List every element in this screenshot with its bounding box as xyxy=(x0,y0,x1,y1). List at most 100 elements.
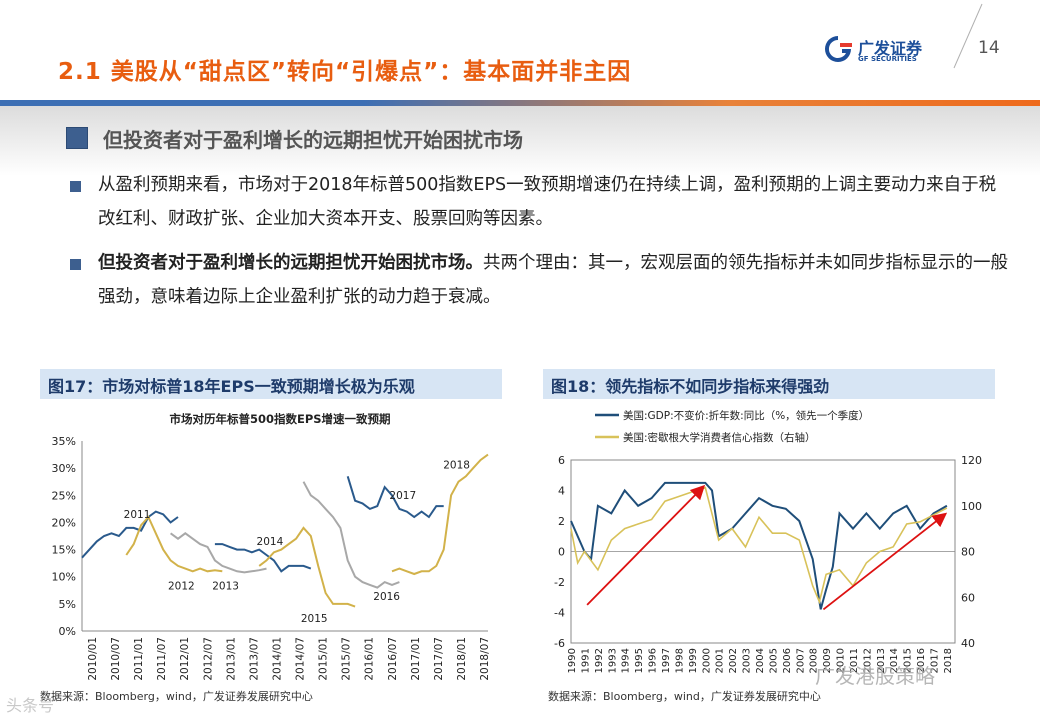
series-label: 2014 xyxy=(257,536,284,548)
x-tick-label: 1997 xyxy=(661,648,672,673)
left-y-tick-label: 6 xyxy=(558,454,565,467)
x-tick-label: 1998 xyxy=(674,648,685,673)
x-tick-label: 2011/01 xyxy=(133,637,145,681)
chart-17-series-labels: 2011 2012 2013 2014 2015 2016 2017 2018 xyxy=(124,460,470,625)
chart-17-series xyxy=(81,453,489,608)
x-tick-label: 2017/07 xyxy=(433,637,445,681)
section-shadow xyxy=(0,106,1040,176)
x-tick-label: 2012/01 xyxy=(179,637,191,681)
chart-17-axes: 0%5%10%15%20%25%30%35%2010/01 2010/07 2011… xyxy=(52,435,491,681)
chart-17: 市场对历年标普500指数EPS增速一致预期 0% 5% 10% 15% 20% 25% 30… xyxy=(52,412,491,681)
x-tick-label: 2005 xyxy=(768,648,779,673)
x-tick-label: 1991 xyxy=(580,648,591,673)
legend-label: 美国:GDP:不变价:折年数:同比（%，领先一个季度） xyxy=(623,409,869,422)
x-tick-label: 2016/07 xyxy=(387,637,399,681)
series-label: 2011 xyxy=(124,509,151,521)
bullet-paragraph-2: 但投资者对于盈利增长的远期担忧开始困扰市场。共两个理由：其一，宏观层面的领先指标… xyxy=(98,246,1008,314)
series-line-2012 xyxy=(125,515,223,573)
series-line-2014 xyxy=(214,543,312,573)
chart-18-legend: 美国:GDP:不变价:折年数:同比（%，领先一个季度） 美国:密歇根大学消费者信心… xyxy=(595,409,869,444)
right-y-tick-label: 60 xyxy=(961,591,975,604)
series-label: 2017 xyxy=(389,490,416,502)
figure-18-header: 图18：领先指标不如同步指标来得强劲 xyxy=(543,369,995,399)
x-tick-label: 2014/07 xyxy=(295,637,307,681)
x-tick-label: 2015/07 xyxy=(341,637,353,681)
series-label: 2015 xyxy=(301,613,328,625)
series-label: 2016 xyxy=(373,591,400,603)
x-tick-label: 2015/01 xyxy=(318,637,330,681)
section-heading: 但投资者对于盈利增长的远期担忧开始困扰市场 xyxy=(103,128,523,152)
x-tick-label: 1992 xyxy=(594,648,605,673)
header-color-bar xyxy=(0,100,1040,106)
watermark-right: 广发港股策略 xyxy=(815,664,935,688)
x-tick-label: 2001 xyxy=(715,648,726,673)
series-line-2018 xyxy=(391,453,489,576)
left-y-tick-label: 4 xyxy=(558,485,565,498)
series-line-2015 xyxy=(258,526,356,608)
gf-logo-icon xyxy=(825,36,852,62)
y-tick-label: 35% xyxy=(52,435,76,448)
x-tick-label: 2013/01 xyxy=(225,637,237,681)
y-tick-label: 30% xyxy=(52,462,76,475)
trend-arrow-icon xyxy=(586,484,706,606)
bullet-2-text: 共两个理由：其一，宏观层面的领先指标并未如同步指标显示的一般强劲，意味着边际上企… xyxy=(98,253,1008,307)
logo-text-en: GF SECURITIES xyxy=(858,55,917,63)
y-tick-label: 10% xyxy=(52,571,76,584)
right-y-tick-label: 40 xyxy=(961,637,975,650)
x-tick-label: 2016 xyxy=(916,648,927,673)
bullet-paragraph-1: 从盈利预期来看，市场对于2018年标普500指数EPS一致预期增速仍在持续上调，… xyxy=(98,168,1008,236)
trend-arrow-icon xyxy=(822,512,948,611)
chart-18-series xyxy=(570,481,948,610)
x-tick-label: 2002 xyxy=(728,648,739,673)
divider-slash-icon xyxy=(953,3,983,69)
x-tick-label: 2018/07 xyxy=(479,637,491,681)
x-tick-label: 2011 xyxy=(849,648,860,673)
x-tick-label: 2000 xyxy=(701,648,712,673)
figure-17-source: 数据来源：Bloomberg，wind，广发证券发展研究中心 xyxy=(40,690,313,703)
x-tick-label: 1996 xyxy=(648,648,659,673)
y-tick-label: 15% xyxy=(52,544,76,557)
y-tick-label: 20% xyxy=(52,516,76,529)
y-tick-label: 0% xyxy=(59,625,76,638)
series-line-2011 xyxy=(81,510,179,559)
x-tick-label: 2014 xyxy=(889,648,900,673)
chart-17-title: 市场对历年标普500指数EPS增速一致预期 xyxy=(169,412,390,426)
x-tick-label: 1993 xyxy=(607,648,618,673)
x-tick-label: 2007 xyxy=(795,648,806,673)
page-title: 2.1 美股从“甜点区”转向“引爆点”：基本面并非主因 xyxy=(58,59,632,85)
bullet-1-text: 从盈利预期来看，市场对于2018年标普500指数EPS一致预期增速仍在持续上调，… xyxy=(98,175,997,229)
x-tick-label: 2017/01 xyxy=(410,637,422,681)
x-tick-label: 2016/01 xyxy=(364,637,376,681)
x-tick-label: 2018/01 xyxy=(456,637,468,681)
watermark-left: 头条号 xyxy=(6,696,55,715)
section-square-icon xyxy=(66,127,88,149)
figure-18-source: 数据来源：Bloomberg，wind，广发证券发展研究中心 xyxy=(548,690,821,703)
series-line-2017 xyxy=(346,476,444,519)
x-tick-label: 2003 xyxy=(742,648,753,673)
x-tick-label: 2010/07 xyxy=(110,637,122,681)
x-tick-label: 2004 xyxy=(755,648,766,673)
page-number: 14 xyxy=(978,38,1000,58)
x-tick-label: 2012/07 xyxy=(202,637,214,681)
legend-label: 美国:密歇根大学消费者信心指数（右轴） xyxy=(623,431,816,444)
x-tick-label: 2018 xyxy=(943,648,954,673)
right-y-tick-label: 80 xyxy=(961,546,975,559)
x-tick-label: 2011/07 xyxy=(156,637,168,681)
series-line-sentiment xyxy=(570,486,948,605)
x-tick-label: 2010/01 xyxy=(87,637,99,681)
y-tick-label: 25% xyxy=(52,489,76,502)
x-tick-label: 2014/01 xyxy=(271,637,283,681)
x-tick-label: 2017 xyxy=(930,648,941,673)
x-tick-label: 1990 xyxy=(567,648,578,673)
right-y-tick-label: 100 xyxy=(961,500,982,513)
x-tick-label: 2012 xyxy=(862,648,873,673)
chart-18: 美国:GDP:不变价:折年数:同比（%，领先一个季度） 美国:密歇根大学消费者信心… xyxy=(554,409,982,673)
series-line-2016 xyxy=(302,481,400,589)
left-y-tick-label: 0 xyxy=(558,546,565,559)
series-line-gdp xyxy=(570,481,948,610)
bullet-square-icon xyxy=(70,181,81,192)
series-label: 2012 xyxy=(168,580,195,592)
x-tick-label: 2013/07 xyxy=(248,637,260,681)
x-tick-label: 1994 xyxy=(621,648,632,673)
x-tick-label: 2015 xyxy=(903,648,914,673)
